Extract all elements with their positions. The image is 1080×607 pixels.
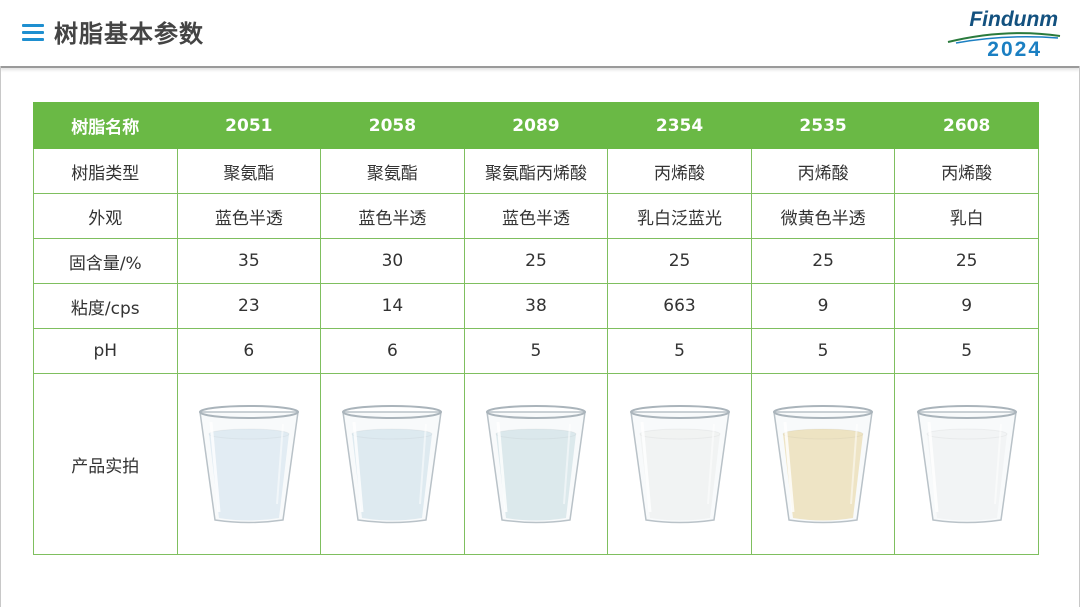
table-cell: 蓝色半透 — [320, 193, 465, 239]
row-label: 固含量/% — [33, 238, 178, 284]
table-cell: 23 — [176, 283, 322, 329]
row-label: 产品实拍 — [33, 373, 178, 555]
table-cell: 6 — [320, 328, 465, 374]
table-cell: 9 — [894, 283, 1039, 329]
table-cell: 5 — [750, 328, 896, 374]
product-photo-row: 产品实拍 — [33, 373, 1039, 555]
logo-year: 2024 — [987, 38, 1042, 61]
table-cell: 14 — [320, 283, 465, 329]
product-photo-cell — [320, 373, 465, 555]
table-cell: 乳白 — [894, 193, 1039, 239]
table-cell: 5 — [607, 328, 752, 374]
table-cell: 25 — [607, 238, 752, 284]
header-cell: 2051 — [176, 102, 322, 149]
table-cell: 丙烯酸 — [750, 148, 896, 194]
header-cell: 树脂名称 — [33, 102, 178, 149]
table-cell: 9 — [750, 283, 896, 329]
slide-header: 树脂基本参数 Findunm 2024 — [0, 0, 1080, 68]
table-cell: 35 — [176, 238, 322, 284]
table-cell: 25 — [894, 238, 1039, 284]
table-row: 固含量/% 35 30 25 25 25 25 — [33, 238, 1039, 284]
table-cell: 663 — [607, 283, 752, 329]
table-cell: 聚氨酯 — [320, 148, 465, 194]
product-photo-cell — [894, 373, 1039, 555]
cup-photo-icon — [342, 405, 443, 524]
product-photo-cell — [463, 373, 609, 555]
table-row: pH 6 6 5 5 5 5 — [33, 328, 1039, 374]
table-cell: 丙烯酸 — [894, 148, 1039, 194]
header-cell: 2058 — [320, 102, 465, 149]
table-cell: 乳白泛蓝光 — [607, 193, 752, 239]
table-cell: 5 — [463, 328, 609, 374]
row-label: pH — [33, 328, 178, 374]
table-cell: 6 — [176, 328, 322, 374]
header-cell: 2608 — [894, 102, 1039, 149]
table-row: 树脂类型 聚氨酯 聚氨酯 聚氨酯丙烯酸 丙烯酸 丙烯酸 丙烯酸 — [33, 148, 1039, 194]
table-cell: 聚氨酯 — [176, 148, 322, 194]
logo-word: Findunm — [969, 8, 1058, 31]
table-cell: 蓝色半透 — [176, 193, 322, 239]
table-cell: 30 — [320, 238, 465, 284]
table-cell: 聚氨酯丙烯酸 — [463, 148, 609, 194]
product-photo-cell — [750, 373, 896, 555]
cup-photo-icon — [773, 405, 874, 524]
page-title: 树脂基本参数 — [54, 20, 204, 48]
product-photo-cell — [607, 373, 752, 555]
cup-photo-icon — [629, 405, 730, 524]
menu-icon[interactable] — [22, 24, 44, 42]
row-label: 树脂类型 — [33, 148, 178, 194]
findunm-logo: Findunm 2024 — [946, 8, 1062, 62]
table-header-row: 树脂名称 2051 2058 2089 2354 2535 2608 — [33, 102, 1039, 149]
table-cell: 丙烯酸 — [607, 148, 752, 194]
logo-swoosh-icon — [947, 32, 1061, 44]
header-cell: 2535 — [750, 102, 896, 149]
row-label: 外观 — [33, 193, 178, 239]
table-cell: 25 — [750, 238, 896, 284]
row-label: 粘度/cps — [33, 283, 178, 329]
product-photo-cell — [176, 373, 322, 555]
cup-photo-icon — [916, 405, 1017, 524]
header-cell: 2354 — [607, 102, 752, 149]
table-row: 粘度/cps 23 14 38 663 9 9 — [33, 283, 1039, 329]
table-cell: 微黄色半透 — [750, 193, 896, 239]
table-cell: 38 — [463, 283, 609, 329]
table-cell: 蓝色半透 — [463, 193, 609, 239]
table-row: 外观 蓝色半透 蓝色半透 蓝色半透 乳白泛蓝光 微黄色半透 乳白 — [33, 193, 1039, 239]
table-cell: 25 — [463, 238, 609, 284]
cup-photo-icon — [198, 405, 299, 524]
slide-left-border — [0, 66, 1, 607]
table-cell: 5 — [894, 328, 1039, 374]
header-cell: 2089 — [463, 102, 609, 149]
resin-parameters-table: 树脂名称 2051 2058 2089 2354 2535 2608 树脂类型 … — [33, 102, 1039, 555]
cup-photo-icon — [485, 405, 586, 524]
